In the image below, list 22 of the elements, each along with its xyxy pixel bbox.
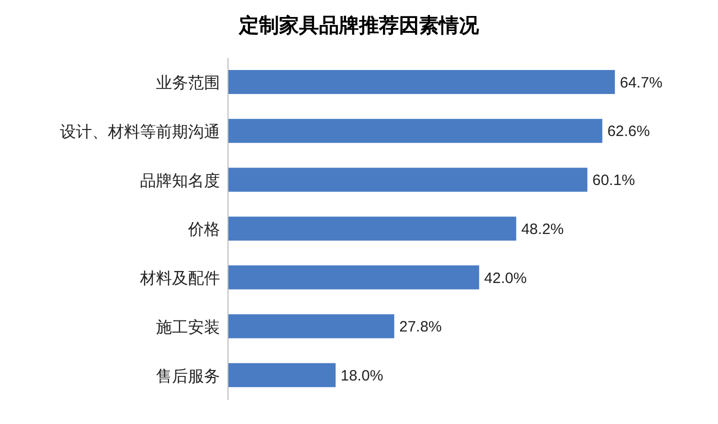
bar — [228, 216, 516, 241]
bar — [228, 314, 394, 338]
bar — [228, 118, 602, 143]
data-label: 62.6% — [607, 123, 650, 140]
bar — [228, 168, 588, 192]
y-tick-label: 价格 — [187, 220, 220, 239]
y-tick-label: 设计、材料等前期沟通 — [60, 122, 220, 141]
chart-title: 定制家具品牌推荐因素情况 — [238, 12, 480, 39]
bar — [228, 265, 480, 290]
data-label: 60.1% — [592, 172, 635, 190]
data-label: 27.8% — [399, 318, 442, 336]
y-tick-label: 品牌知名度 — [140, 170, 220, 190]
data-label: 64.7% — [620, 74, 662, 92]
y-tick-label: 施工安装 — [156, 317, 220, 336]
y-tick-label: 售后服务 — [156, 366, 220, 386]
bar — [228, 70, 615, 94]
y-tick-label: 业务范围 — [156, 73, 220, 92]
y-tick-label: 材料及配件 — [139, 268, 220, 288]
data-label: 48.2% — [521, 220, 564, 238]
bar — [228, 363, 336, 388]
data-label: 18.0% — [340, 367, 384, 384]
data-label: 42.0% — [484, 270, 527, 287]
